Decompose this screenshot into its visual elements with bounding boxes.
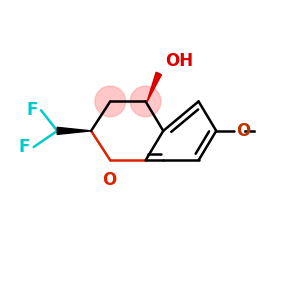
Text: F: F: [19, 138, 30, 156]
Text: OH: OH: [165, 52, 193, 70]
Text: O: O: [102, 171, 116, 189]
Polygon shape: [147, 72, 161, 102]
Polygon shape: [57, 127, 91, 134]
Circle shape: [95, 86, 126, 117]
Text: F: F: [26, 101, 38, 119]
Text: O: O: [236, 122, 250, 140]
Circle shape: [130, 86, 161, 117]
